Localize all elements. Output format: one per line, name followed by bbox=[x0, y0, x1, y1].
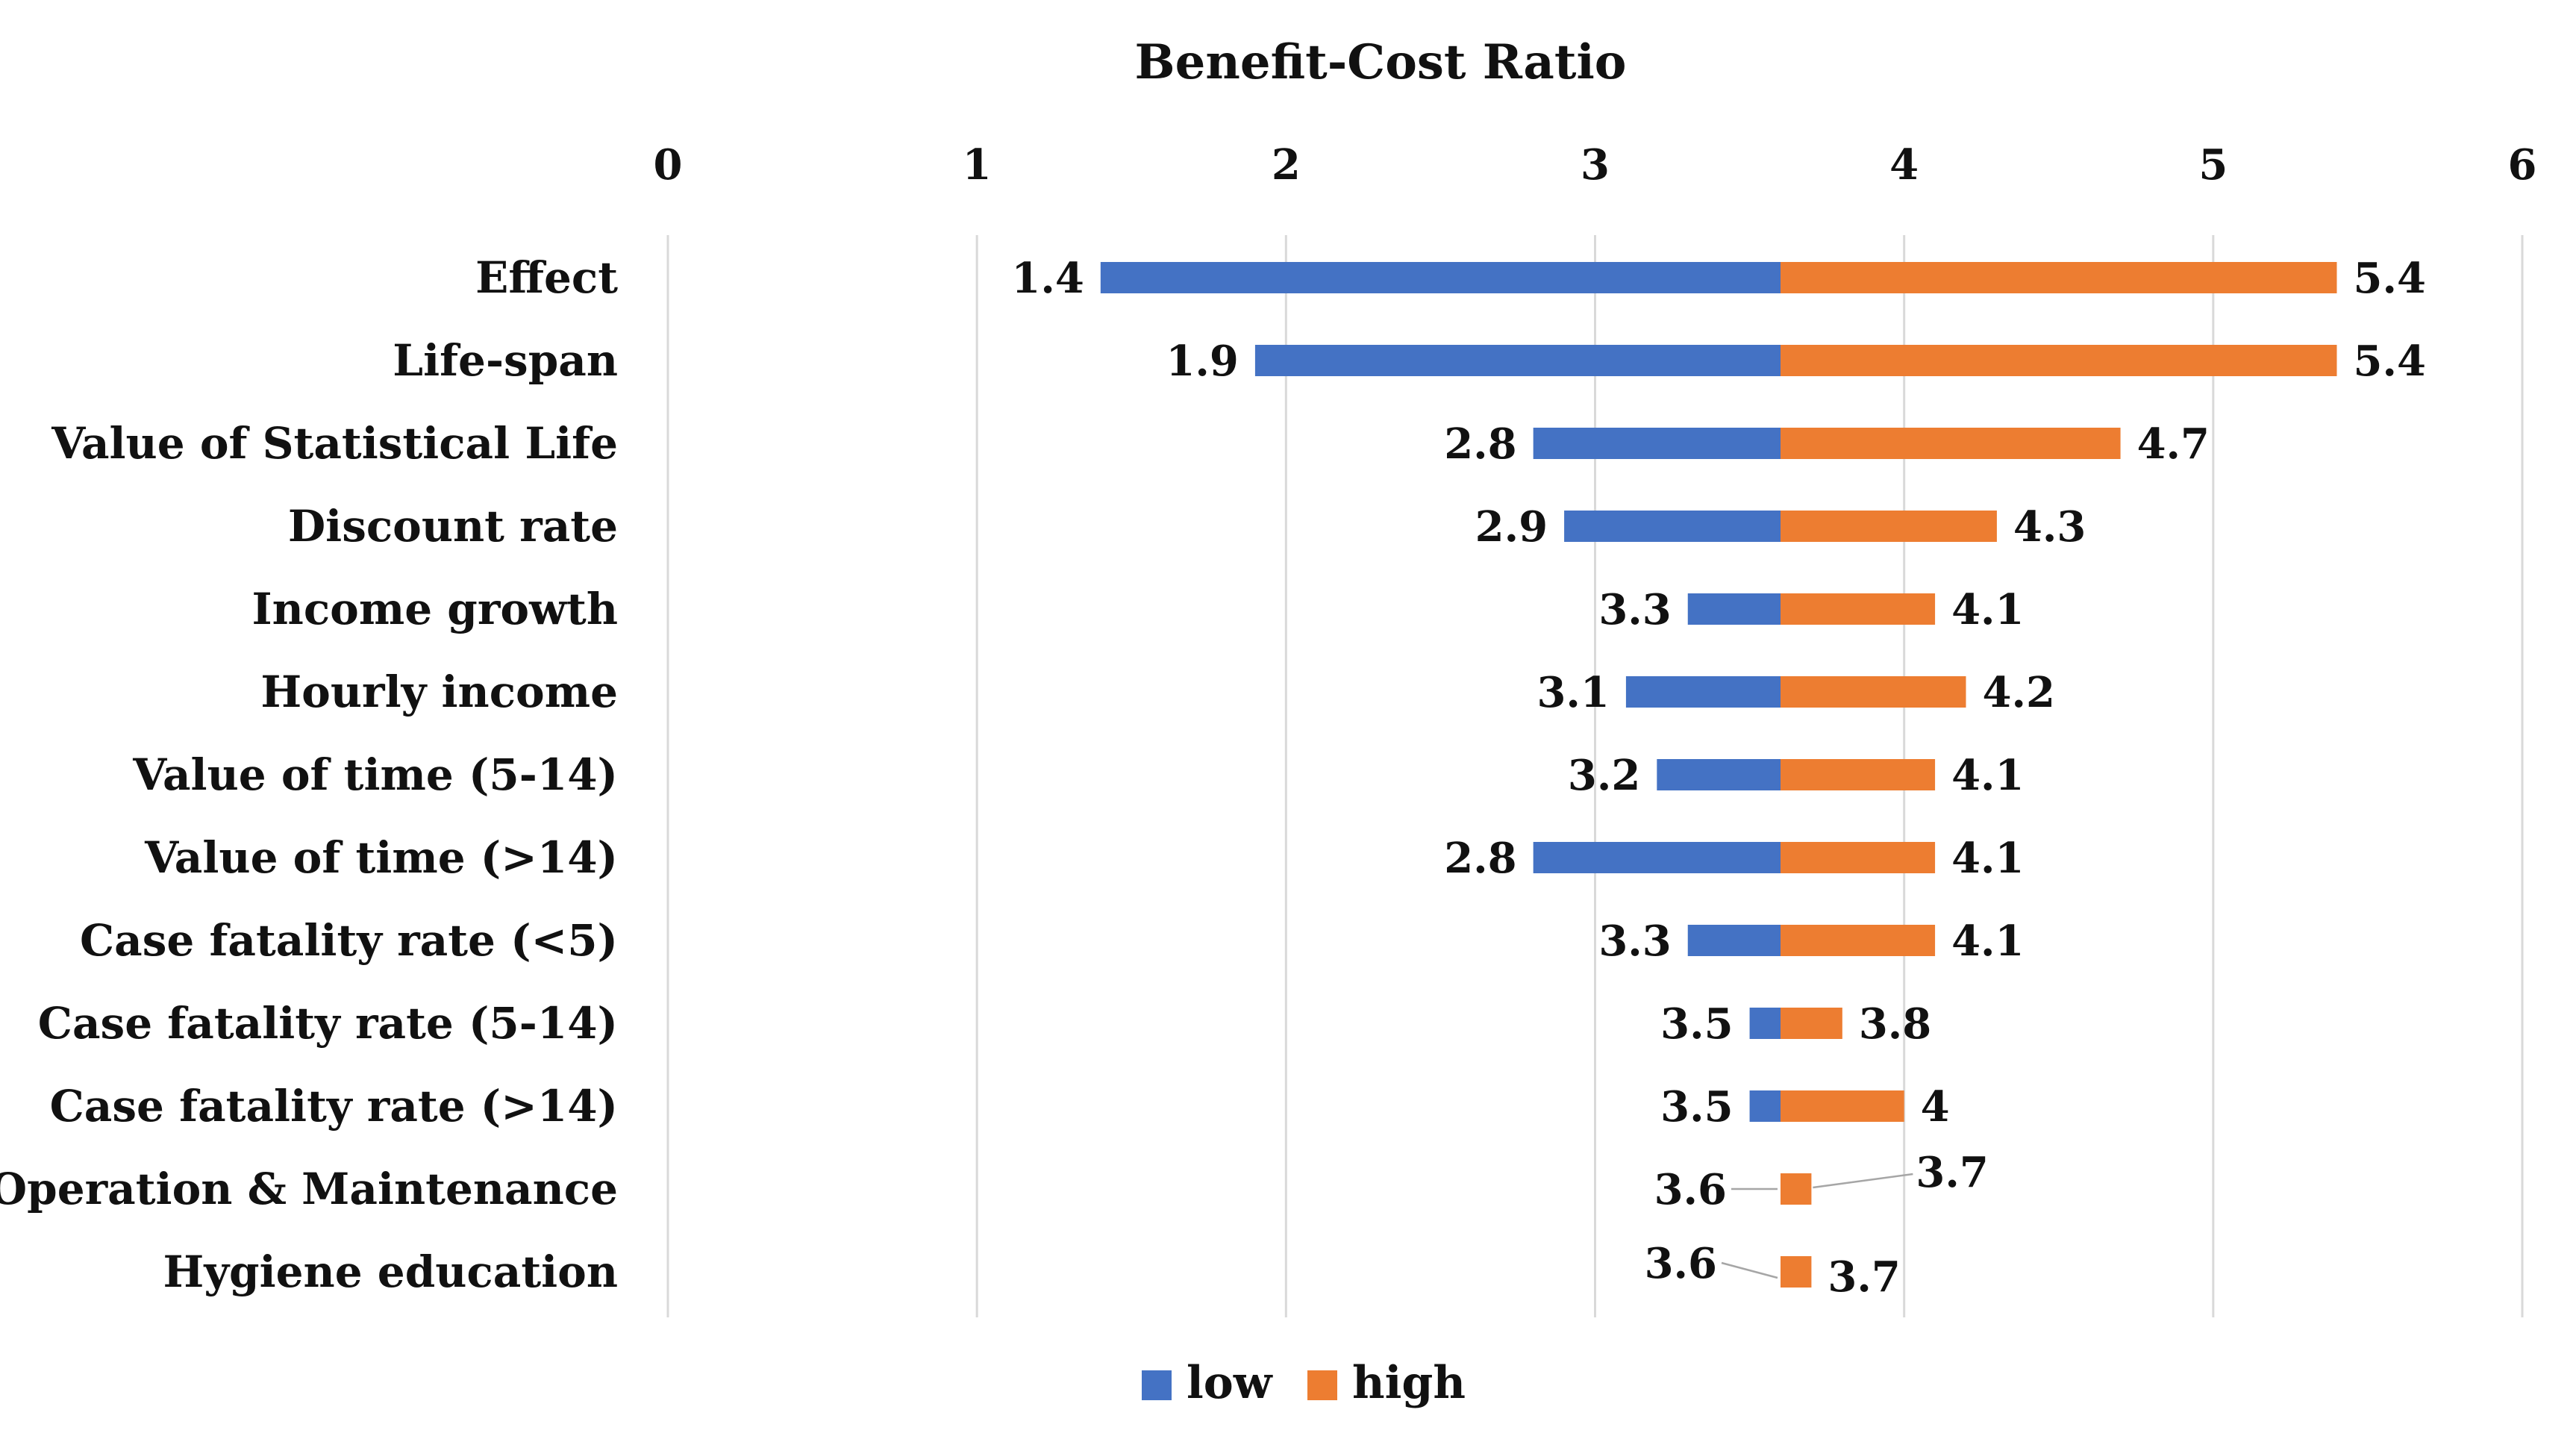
leader-line bbox=[1721, 1261, 1778, 1279]
data-label-high: 3.8 bbox=[1859, 999, 1931, 1049]
x-tick-label: 5 bbox=[2198, 140, 2228, 190]
category-label: Case fatality rate (5-14) bbox=[38, 998, 618, 1049]
data-label-low: 3.6 bbox=[1645, 1239, 1717, 1288]
x-tick-label: 6 bbox=[2508, 140, 2537, 190]
data-label-high: 4.3 bbox=[2013, 502, 2086, 552]
data-label-high: 5.4 bbox=[2354, 337, 2426, 386]
bar-low bbox=[1533, 428, 1781, 459]
legend: low high bbox=[1142, 1357, 1466, 1409]
x-tick-label: 1 bbox=[963, 140, 992, 190]
bar-low bbox=[1687, 593, 1781, 625]
bar-low bbox=[1657, 759, 1781, 790]
bar-high bbox=[1781, 676, 1966, 708]
data-label-low: 1.4 bbox=[1011, 254, 1084, 303]
data-labels: 1.4 5.4 1.9 5.4 2.8 4.7 2.9 4.3 3.3 4.1 3.1 4.2 3.2 4… bbox=[1011, 254, 2426, 1302]
data-label-low: 3.6 bbox=[1654, 1165, 1727, 1214]
data-label-high: 4.2 bbox=[1983, 668, 2055, 717]
bar-high bbox=[1781, 1008, 1842, 1039]
data-label-high: 4.1 bbox=[1951, 751, 2024, 800]
bar-high bbox=[1781, 925, 1936, 956]
category-labels: Effect Life-span Value of Statistical Life… bbox=[0, 252, 618, 1297]
bar-high bbox=[1781, 1256, 1812, 1288]
category-label: Income growth bbox=[252, 584, 618, 634]
data-label-high: 4.1 bbox=[1951, 917, 2024, 966]
data-label-low: 3.1 bbox=[1536, 668, 1609, 717]
bar-high bbox=[1781, 593, 1936, 625]
category-label: Case fatality rate (>14) bbox=[50, 1081, 618, 1132]
legend-label-low: low bbox=[1187, 1357, 1273, 1409]
category-label: Hygiene education bbox=[163, 1246, 618, 1297]
leader-line bbox=[1813, 1173, 1913, 1189]
data-label-low: 2.8 bbox=[1444, 834, 1516, 883]
bar-low bbox=[1749, 1090, 1781, 1122]
category-label: Hourly income bbox=[260, 667, 618, 717]
category-label: Value of Statistical Life bbox=[51, 418, 618, 469]
data-label-low: 3.2 bbox=[1568, 751, 1640, 800]
bar-high bbox=[1781, 759, 1936, 790]
data-label-high: 4.1 bbox=[1951, 834, 2024, 883]
data-label-high: 3.7 bbox=[1916, 1148, 1988, 1197]
legend-swatch-low bbox=[1142, 1370, 1172, 1400]
bar-low bbox=[1254, 345, 1781, 376]
category-label: Effect bbox=[475, 252, 618, 303]
bar-high bbox=[1781, 842, 1936, 873]
bars bbox=[1100, 262, 2337, 1288]
x-tick-label: 0 bbox=[654, 140, 683, 190]
category-label: Case fatality rate (<5) bbox=[80, 915, 618, 966]
category-label: Discount rate bbox=[288, 501, 618, 552]
bar-high bbox=[1781, 262, 2337, 293]
data-label-high: 4.7 bbox=[2137, 419, 2210, 469]
data-label-low: 3.5 bbox=[1660, 1082, 1733, 1132]
bar-high bbox=[1781, 511, 1997, 542]
x-tick-label: 4 bbox=[1889, 140, 1919, 190]
bar-low bbox=[1687, 925, 1781, 956]
data-label-low: 1.9 bbox=[1166, 337, 1238, 386]
data-label-high: 5.4 bbox=[2354, 254, 2426, 303]
category-label: Life-span bbox=[393, 335, 618, 386]
x-tick-label: 3 bbox=[1581, 140, 1610, 190]
bar-low bbox=[1564, 511, 1781, 542]
x-axis-ticks: 0 1 2 3 4 5 6 bbox=[654, 140, 2537, 190]
bar-high bbox=[1781, 428, 2121, 459]
bar-low bbox=[1533, 842, 1781, 873]
chart-title: Benefit-Cost Ratio bbox=[1135, 34, 1627, 90]
category-label: Value of time (>14) bbox=[144, 832, 618, 883]
data-label-low: 3.3 bbox=[1598, 585, 1671, 634]
bar-high bbox=[1781, 345, 2337, 376]
bar-high bbox=[1781, 1090, 1904, 1122]
bar-low bbox=[1100, 262, 1781, 293]
bar-low bbox=[1749, 1008, 1781, 1039]
x-tick-label: 2 bbox=[1272, 140, 1301, 190]
data-label-low: 2.9 bbox=[1475, 502, 1548, 552]
category-label: Operation & Maintenance bbox=[0, 1164, 618, 1214]
data-label-low: 2.8 bbox=[1444, 419, 1516, 469]
bar-low bbox=[1625, 676, 1781, 708]
data-label-low: 3.5 bbox=[1660, 999, 1733, 1049]
bar-high bbox=[1781, 1173, 1812, 1205]
category-label: Value of time (5-14) bbox=[132, 749, 618, 800]
data-label-high: 3.7 bbox=[1828, 1252, 1900, 1302]
data-label-high: 4.1 bbox=[1951, 585, 2024, 634]
legend-swatch-high bbox=[1307, 1370, 1337, 1400]
data-label-high: 4 bbox=[1921, 1082, 1950, 1132]
data-label-low: 3.3 bbox=[1598, 917, 1671, 966]
legend-label-high: high bbox=[1352, 1357, 1466, 1409]
